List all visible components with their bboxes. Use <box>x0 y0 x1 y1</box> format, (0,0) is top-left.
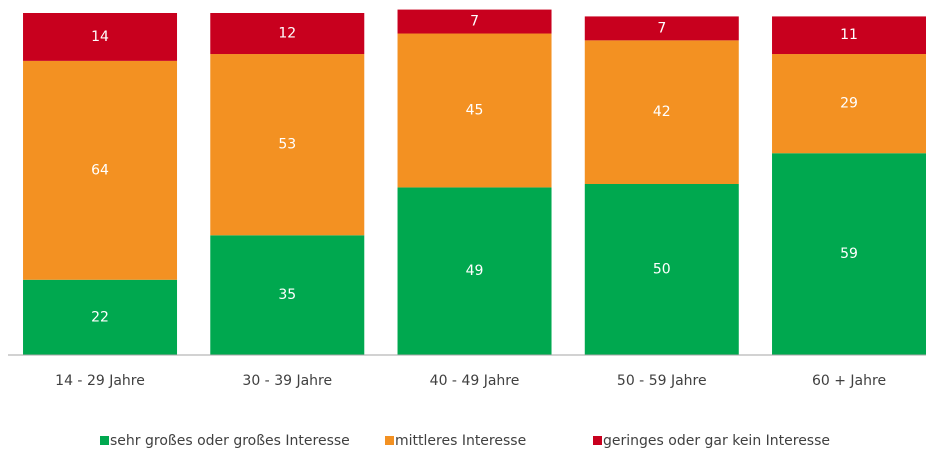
bar-segment <box>23 60 178 280</box>
x-tick-label: 30 - 39 Jahre <box>242 373 332 389</box>
legend-swatch <box>100 436 109 445</box>
value-label: 50 <box>653 262 671 278</box>
bar-segment <box>772 153 926 355</box>
bar-segment <box>397 187 552 355</box>
bar-segment <box>584 184 739 355</box>
value-label: 11 <box>840 27 858 43</box>
value-label: 7 <box>470 14 479 30</box>
value-label: 49 <box>466 263 484 279</box>
bar-segment <box>584 40 739 184</box>
legend-swatch <box>385 436 394 445</box>
x-tick-label: 14 - 29 Jahre <box>55 373 145 389</box>
bar-segment <box>584 16 739 41</box>
x-tick-label: 60 + Jahre <box>812 373 886 389</box>
legend-label: mittleres Interesse <box>395 433 526 449</box>
bar-segment <box>23 13 178 61</box>
value-label: 7 <box>657 20 666 36</box>
bar-segment <box>772 54 926 154</box>
bar-segment <box>210 54 365 236</box>
bar-segment <box>397 9 552 34</box>
bar-segment <box>772 16 926 55</box>
value-label: 12 <box>278 26 296 42</box>
value-label: 35 <box>278 287 296 303</box>
bar-segment <box>397 33 552 188</box>
value-label: 22 <box>91 309 109 325</box>
x-tick-label: 50 - 59 Jahre <box>617 373 707 389</box>
legend-swatch <box>593 436 602 445</box>
bar-segment <box>210 13 365 55</box>
value-label: 42 <box>653 104 671 120</box>
value-label: 14 <box>91 29 109 45</box>
legend-label: geringes oder gar kein Interesse <box>603 433 830 449</box>
bar-segment <box>23 279 178 355</box>
value-label: 45 <box>466 102 484 118</box>
value-label: 64 <box>91 162 109 178</box>
legend-label: sehr großes oder großes Interesse <box>110 433 350 449</box>
value-label: 59 <box>840 246 858 262</box>
bar-segment <box>210 235 365 355</box>
value-label: 53 <box>278 137 296 153</box>
x-tick-label: 40 - 49 Jahre <box>430 373 520 389</box>
value-label: 29 <box>840 96 858 112</box>
